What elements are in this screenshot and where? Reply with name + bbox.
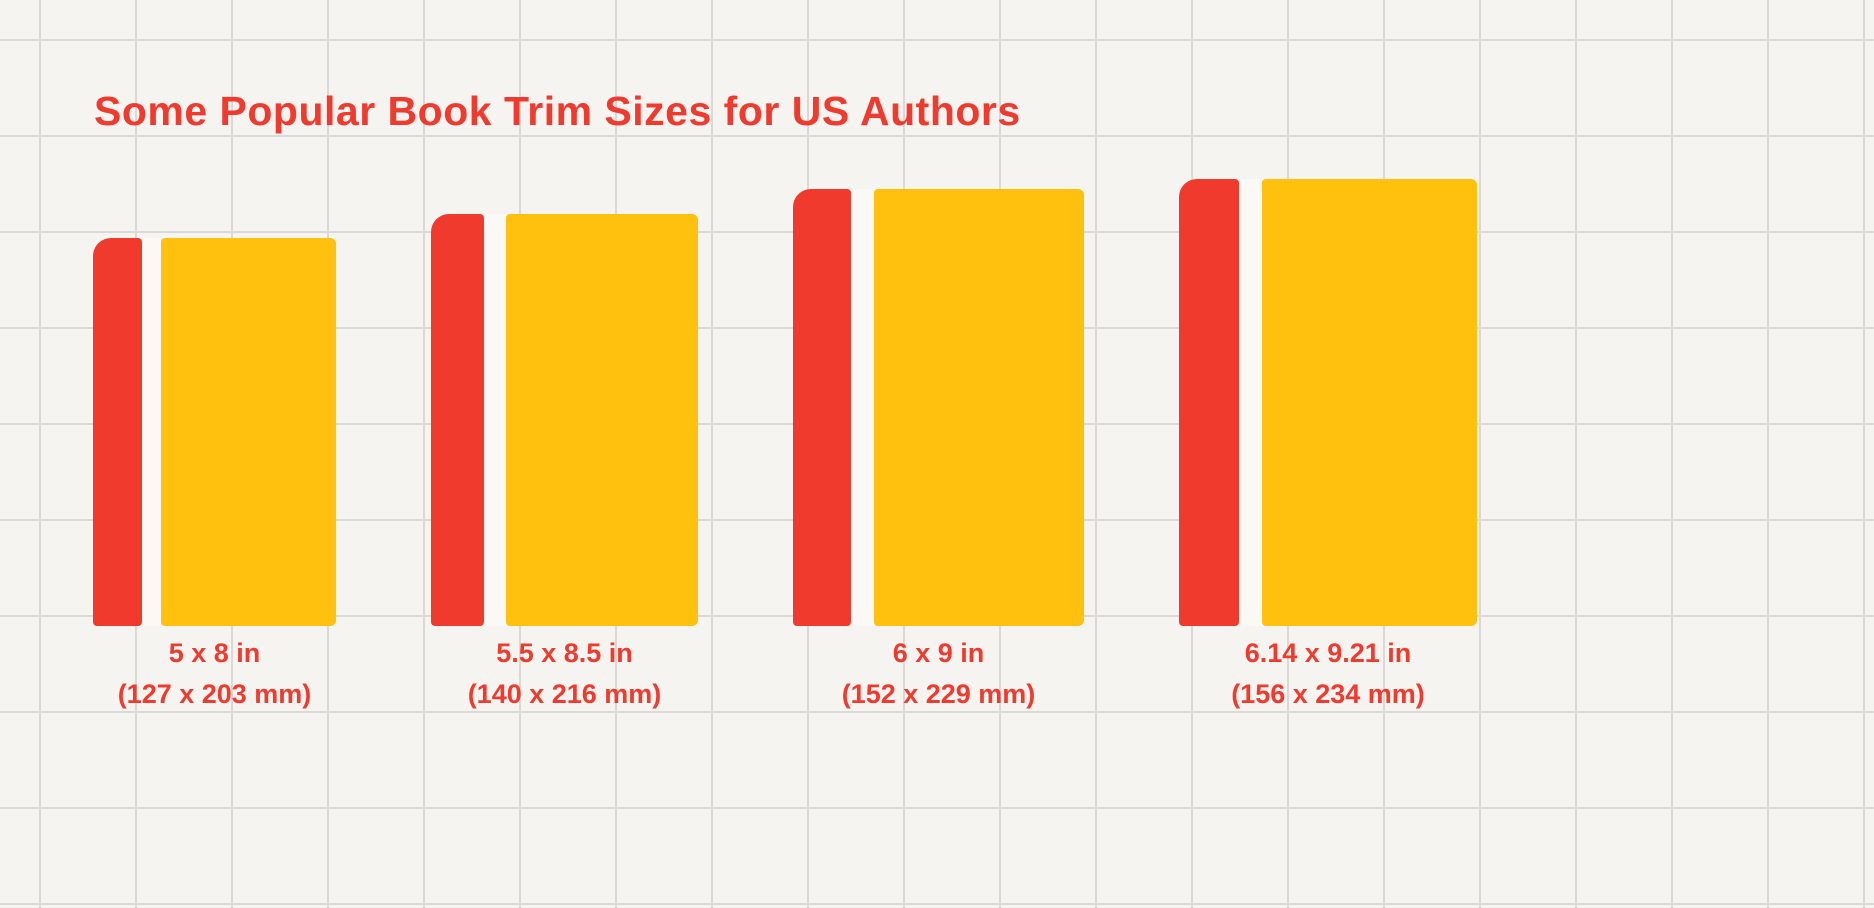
book-size-mm: (127 x 203 mm) — [117, 679, 312, 709]
book-spine-gap — [484, 214, 506, 626]
books-row: 5 x 8 in (127 x 203 mm) 5.5 x 8.5 in (14… — [93, 179, 1477, 708]
book-size-inches: 6.14 x 9.21 in — [1244, 638, 1412, 668]
infographic-title: Some Popular Book Trim Sizes for US Auth… — [94, 88, 1021, 134]
book-size-inches: 5 x 8 in — [168, 638, 261, 668]
book-illustration — [1179, 179, 1477, 626]
book-figure: 6.14 x 9.21 in (156 x 234 mm) — [1179, 179, 1477, 708]
book-spine — [793, 189, 852, 626]
book-caption: 5 x 8 in (127 x 203 mm) — [118, 640, 312, 708]
book-cover — [505, 214, 698, 626]
book-size-inches: 6 x 9 in — [892, 638, 985, 668]
book-spine — [93, 238, 142, 626]
book-cover — [874, 189, 1084, 626]
book-spine-gap — [1238, 179, 1263, 626]
book-caption: 6 x 9 in (152 x 229 mm) — [842, 640, 1036, 708]
book-size-inches: 5.5 x 8.5 in — [496, 638, 633, 668]
book-figure: 5 x 8 in (127 x 203 mm) — [93, 238, 336, 708]
book-figure: 5.5 x 8.5 in (140 x 216 mm) — [431, 214, 698, 708]
book-size-mm: (140 x 216 mm) — [467, 679, 662, 709]
book-illustration — [93, 238, 336, 626]
book-cover — [161, 238, 336, 626]
book-figure: 6 x 9 in (152 x 229 mm) — [793, 189, 1084, 708]
book-spine — [431, 214, 485, 626]
book-size-mm: (152 x 229 mm) — [841, 679, 1036, 709]
book-illustration — [431, 214, 698, 626]
book-caption: 6.14 x 9.21 in (156 x 234 mm) — [1231, 640, 1425, 708]
book-cover — [1262, 179, 1477, 626]
book-spine-gap — [851, 189, 875, 626]
book-caption: 5.5 x 8.5 in (140 x 216 mm) — [468, 640, 662, 708]
book-spine-gap — [141, 238, 162, 626]
book-spine — [1179, 179, 1239, 626]
book-size-mm: (156 x 234 mm) — [1231, 679, 1425, 709]
book-illustration — [793, 189, 1084, 626]
